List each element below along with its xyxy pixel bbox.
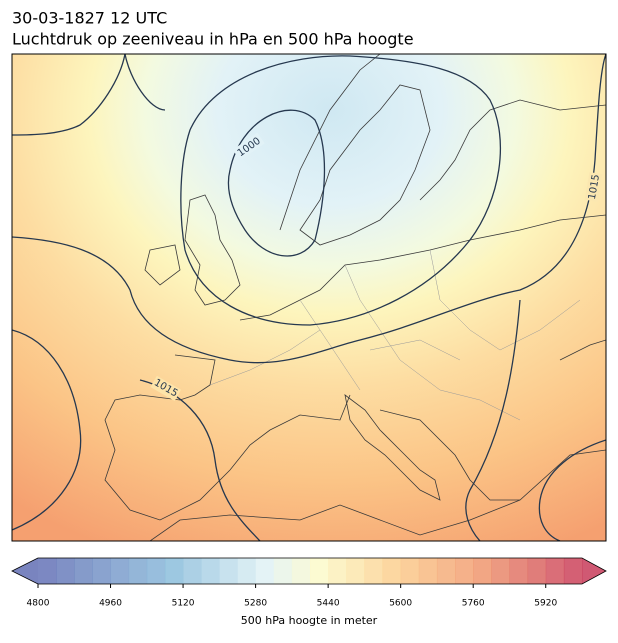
colorbar-segment: [38, 558, 57, 584]
colorbar-frame: [11, 557, 607, 585]
label-bg: [232, 132, 265, 161]
colorbar: 4800 4960 5120 5280 5440 5600 5760 5920: [11, 557, 607, 609]
colorbar-tick-label: 5280: [244, 599, 267, 609]
colorbar-segment: [473, 558, 492, 584]
colorbar-tick-label: 5600: [389, 599, 412, 609]
colorbar-segment: [146, 558, 166, 584]
title-line: 30-03-1827 12 UTC: [12, 9, 167, 28]
coastline: [379, 339, 606, 501]
height-field: [12, 54, 606, 541]
isobar: [12, 54, 166, 136]
colorbar-segment: [382, 558, 402, 584]
colorbar-segment: [56, 558, 75, 584]
colorbar-segment: [455, 558, 474, 584]
colorbar-tick-label: 5760: [462, 599, 485, 609]
colorbar-extend: [582, 558, 606, 584]
colorbar-segment: [92, 558, 112, 584]
colorbar-segment: [346, 558, 365, 584]
label-bg: [150, 375, 182, 402]
contour-label: 1015: [587, 174, 602, 201]
isobar: [227, 109, 326, 257]
colorbar-segment: [563, 558, 583, 584]
colorbar-tick-label: 5440: [317, 599, 340, 609]
colorbar-segment: [491, 558, 510, 584]
colorbar-tick-label: 5920: [534, 599, 557, 609]
colorbar-segment: [400, 558, 420, 584]
coastline: [149, 449, 606, 541]
colorbar-extend: [12, 558, 38, 584]
colorbar-segment: [219, 558, 238, 584]
colorbar-segment: [128, 558, 148, 584]
colorbar-segment: [436, 558, 456, 584]
colorbar-segment: [364, 558, 384, 584]
colorbar-segment: [201, 558, 220, 584]
colorbar-segment: [183, 558, 202, 584]
isobar: [180, 55, 501, 326]
isobar: [12, 54, 606, 364]
coastline: [144, 194, 241, 306]
border: [209, 249, 581, 421]
colorbar-segment: [291, 558, 311, 584]
colorbar-segment: [110, 558, 130, 584]
coastline: [239, 214, 606, 321]
colorbar-segment: [418, 558, 438, 584]
coastline: [104, 354, 351, 521]
label-bg: [584, 171, 603, 202]
colorbar-segment: [545, 558, 565, 584]
map: 1000 1015 1015: [12, 54, 606, 541]
map-frame: [11, 53, 607, 542]
colorbar-segment: [328, 558, 347, 584]
colorbar-tick-label: 5120: [172, 599, 195, 609]
colorbar-segment: [527, 558, 547, 584]
colorbar-segment: [74, 558, 93, 584]
colorbar-segment: [164, 558, 184, 584]
colorbar-tick-label: 4800: [27, 599, 50, 609]
colorbar-segment: [255, 558, 275, 584]
colorbar-segment: [509, 558, 529, 584]
colorbar-label: 500 hPa hoogte in meter: [241, 614, 378, 627]
title-line: Luchtdruk op zeeniveau in hPa en 500 hPa…: [12, 30, 414, 49]
colorbar-segment: [237, 558, 257, 584]
colorbar-segment: [273, 558, 293, 584]
coastline: [279, 54, 431, 246]
coastline: [419, 99, 606, 201]
colorbar-tick-label: 4960: [99, 599, 122, 609]
colorbar-segment: [310, 558, 329, 584]
isobar: [12, 329, 82, 531]
coastline: [344, 394, 441, 501]
